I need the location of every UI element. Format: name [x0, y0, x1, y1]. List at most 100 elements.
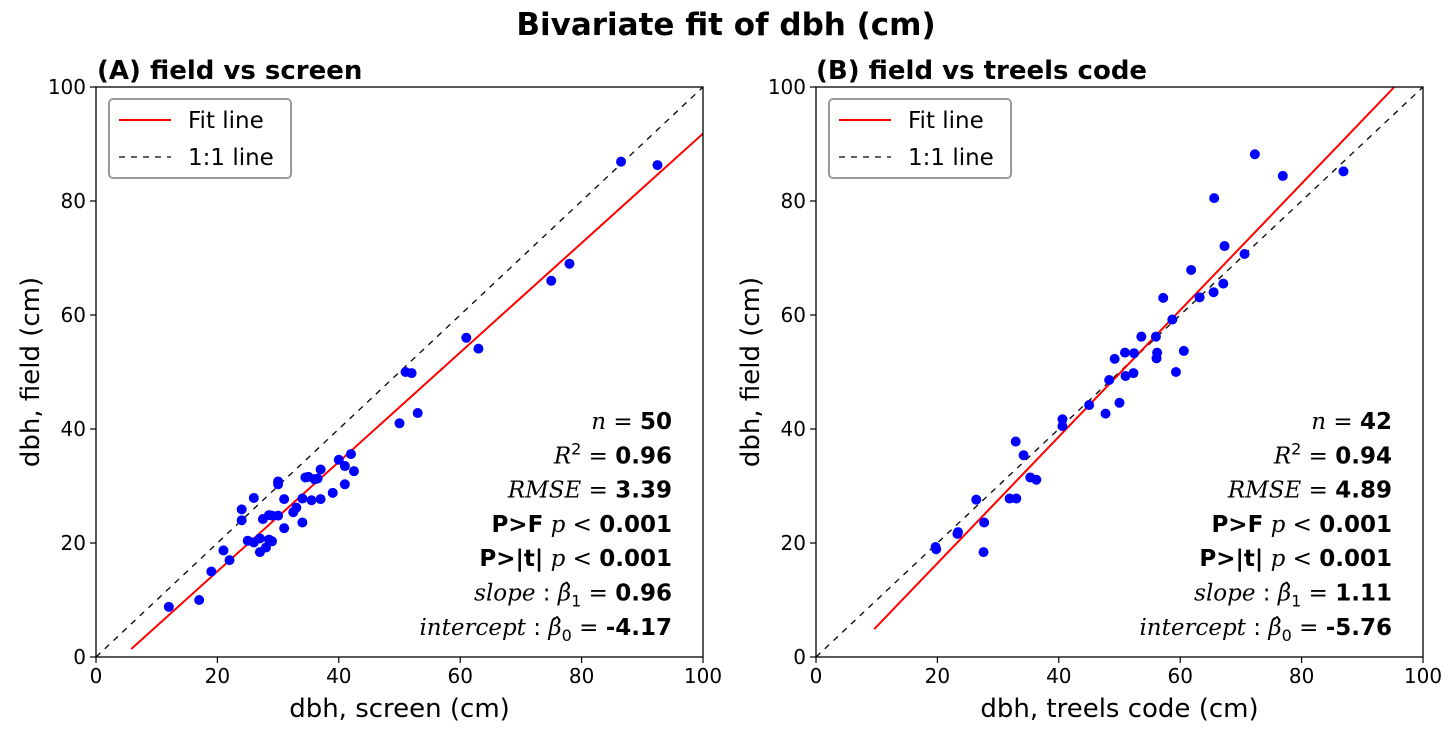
data-point	[1209, 193, 1220, 204]
data-point	[279, 523, 290, 534]
stats-annotation: n = 42 R2 = 0.94 RMSE = 4.89 P>F p < 0.001 P…	[1139, 409, 1392, 645]
data-point	[1010, 436, 1021, 447]
y-tick-label: 20	[61, 531, 86, 555]
data-point	[1120, 370, 1131, 381]
data-point	[1129, 348, 1140, 359]
x-axis-label: dbh, treels code (cm)	[980, 694, 1258, 724]
data-point	[345, 449, 356, 460]
data-point	[1277, 170, 1288, 181]
y-tick-label: 40	[61, 417, 86, 441]
data-point	[1178, 345, 1189, 356]
data-point	[194, 595, 205, 605]
y-tick-label: 60	[61, 303, 86, 327]
data-point	[1167, 314, 1178, 325]
data-point	[333, 454, 344, 465]
data-point	[1338, 166, 1349, 177]
data-point	[1104, 374, 1115, 385]
y-tick-label: 60	[781, 303, 806, 327]
data-point	[312, 473, 323, 484]
data-point	[315, 464, 326, 475]
y-tick-label: 100	[48, 75, 86, 99]
data-point	[1219, 241, 1230, 252]
y-tick-label: 80	[61, 189, 86, 213]
stat-slope: slope : β̂1 = 1.11	[1194, 581, 1392, 611]
data-point	[1057, 421, 1068, 432]
axes-frame	[95, 86, 704, 658]
panel-title: (A) field vs screen	[97, 56, 362, 86]
stat-pt: P>|t| p < 0.001	[479, 546, 672, 572]
y-tick-label: 80	[781, 189, 806, 213]
data-point	[652, 160, 663, 171]
stats-annotation: n = 50 R2 = 0.96 RMSE = 3.39 P>F p < 0.001 P…	[419, 409, 672, 645]
stat-n: n = 50	[591, 409, 672, 435]
data-point	[279, 494, 290, 505]
legend: Fit line 1:1 line	[108, 98, 292, 179]
y-tick-label: 0	[73, 645, 86, 669]
stat-intercept: intercept : β̂0 = -5.76	[1139, 615, 1392, 645]
stat-pf: P>F p < 0.001	[491, 512, 672, 538]
axes-frame	[815, 86, 1424, 658]
x-tick-label: 100	[684, 664, 722, 688]
data-point	[224, 555, 235, 566]
panel-title: (B) field vs treels code	[816, 56, 1147, 86]
data-point	[564, 258, 575, 269]
data-point	[1011, 493, 1022, 504]
data-point	[248, 492, 259, 503]
data-point	[260, 542, 271, 553]
data-point	[953, 527, 964, 538]
data-point	[931, 544, 942, 555]
x-tick-label: 60	[1167, 664, 1192, 688]
data-point	[1218, 278, 1229, 289]
data-point	[1239, 249, 1250, 260]
y-tick-label: 0	[793, 645, 806, 669]
y-axis-label: dbh, field (cm)	[16, 277, 46, 467]
x-tick-label: 100	[1404, 664, 1442, 688]
data-point	[1136, 331, 1147, 342]
stat-r2: R2 = 0.96	[553, 439, 672, 469]
stat-slope: slope : β̂1 = 0.96	[474, 581, 672, 611]
data-point	[236, 504, 247, 515]
y-tick-label: 40	[781, 417, 806, 441]
data-point	[297, 517, 308, 528]
data-point	[1018, 450, 1029, 461]
data-point	[1057, 414, 1068, 425]
data-point	[291, 502, 302, 513]
data-point	[979, 517, 990, 528]
data-point	[1194, 292, 1205, 303]
x-tick-label: 80	[569, 664, 594, 688]
data-point	[163, 601, 174, 612]
data-point	[1084, 400, 1095, 411]
data-point	[1100, 408, 1111, 419]
x-tick-label: 20	[925, 664, 950, 688]
data-point	[218, 545, 229, 556]
legend-fit-label: Fit line	[188, 108, 264, 134]
x-axis-label: dbh, screen (cm)	[289, 694, 510, 724]
data-point	[306, 495, 317, 506]
data-point	[971, 494, 982, 505]
stat-rmse: RMSE = 3.39	[507, 478, 672, 504]
data-point	[1186, 264, 1197, 275]
stat-r2: R2 = 0.94	[1273, 439, 1392, 469]
data-point	[348, 466, 359, 477]
x-tick-label: 0	[90, 664, 103, 688]
legend-identity-label: 1:1 line	[908, 145, 994, 171]
data-point	[273, 479, 284, 490]
data-point	[1170, 367, 1181, 377]
y-axis-label: dbh, field (cm)	[736, 277, 766, 467]
stat-rmse: RMSE = 4.89	[1227, 478, 1392, 504]
data-point	[236, 515, 247, 526]
data-point	[297, 493, 308, 504]
data-point	[1119, 347, 1130, 358]
data-point	[412, 408, 423, 419]
data-point	[339, 461, 350, 472]
data-point	[1249, 149, 1260, 160]
data-point	[273, 510, 284, 521]
legend-box	[108, 98, 292, 179]
figure-suptitle: Bivariate fit of dbh (cm)	[516, 7, 935, 43]
y-tick-label: 20	[781, 531, 806, 555]
x-tick-label: 80	[1289, 664, 1314, 688]
x-tick-label: 60	[447, 664, 472, 688]
legend-box	[828, 98, 1012, 179]
data-point	[473, 343, 484, 354]
data-point	[1109, 353, 1120, 364]
